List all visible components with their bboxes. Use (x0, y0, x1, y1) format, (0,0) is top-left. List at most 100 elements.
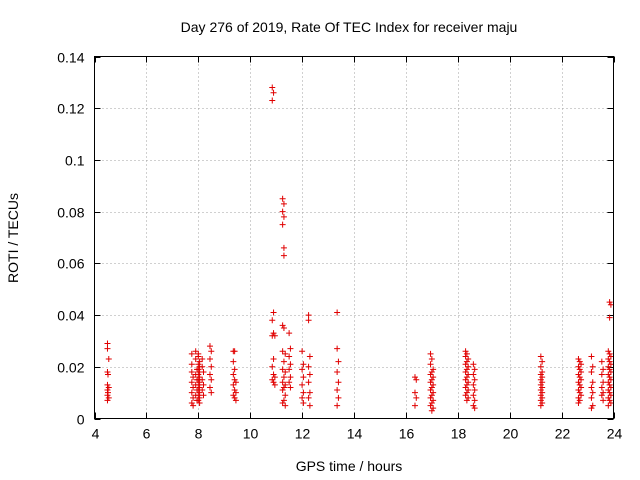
data-point (231, 387, 238, 394)
y-tick-label: 0.02 (57, 360, 84, 376)
data-point (105, 356, 112, 363)
data-point (270, 330, 277, 337)
data-point (427, 379, 434, 386)
data-point (279, 379, 286, 386)
data-point (462, 353, 469, 360)
y-tick-label: 0.08 (57, 205, 84, 221)
data-point (231, 376, 238, 383)
data-point (195, 361, 202, 368)
data-point (287, 345, 294, 352)
data-point (537, 353, 544, 360)
data-point (104, 381, 111, 388)
data-point (279, 399, 286, 406)
data-point (463, 381, 470, 388)
data-point (605, 394, 612, 401)
data-point (463, 366, 470, 373)
data-point (470, 381, 477, 388)
data-point (427, 394, 434, 401)
data-point (606, 381, 613, 388)
data-point (104, 368, 111, 375)
data-point (427, 387, 434, 394)
data-point (279, 322, 286, 329)
data-point (605, 387, 612, 394)
data-point (188, 399, 195, 406)
data-point (199, 376, 206, 383)
data-point (200, 392, 207, 399)
data-point (282, 381, 289, 388)
data-point (589, 363, 596, 370)
data-point (428, 407, 435, 414)
data-point (231, 366, 238, 373)
data-point (605, 402, 612, 409)
data-point (539, 384, 546, 391)
data-point (427, 371, 434, 378)
data-point (280, 325, 287, 331)
data-point (305, 363, 312, 370)
data-point (430, 366, 437, 373)
data-point (299, 381, 306, 388)
data-point (589, 379, 596, 386)
data-point (606, 397, 613, 404)
data-point (208, 376, 215, 383)
data-point (305, 317, 312, 324)
y-tick-label: 0 (77, 412, 85, 428)
data-point (280, 384, 287, 391)
data-point (465, 387, 472, 394)
data-point (282, 350, 289, 357)
data-point (305, 312, 312, 319)
data-point (188, 361, 195, 368)
data-point (539, 394, 546, 401)
data-point (196, 384, 203, 391)
data-point (537, 397, 544, 404)
data-point (607, 399, 614, 406)
data-point (575, 394, 582, 401)
data-point (195, 366, 202, 373)
data-point (589, 402, 596, 409)
data-point (430, 389, 437, 396)
data-point (605, 348, 612, 355)
data-point (206, 343, 213, 350)
data-point (188, 379, 195, 386)
data-point (537, 392, 544, 399)
data-point (463, 389, 470, 396)
data-point (104, 371, 111, 378)
data-point (190, 374, 197, 381)
data-point (537, 371, 544, 378)
data-point (299, 394, 306, 401)
data-point (606, 389, 613, 396)
data-point (280, 200, 287, 207)
data-point (471, 376, 478, 383)
data-point (300, 399, 307, 406)
data-point (269, 317, 276, 324)
data-point (230, 392, 237, 399)
data-point (200, 381, 207, 388)
data-point (104, 340, 111, 347)
axis-ticks (94, 56, 615, 420)
x-tick-label: 14 (347, 426, 363, 442)
data-point (195, 392, 202, 399)
data-point (196, 358, 203, 365)
data-point (606, 366, 613, 373)
data-point (206, 384, 213, 391)
data-point (269, 363, 276, 370)
data-point (470, 361, 477, 368)
data-point (470, 402, 477, 409)
data-point (600, 366, 607, 373)
data-point (539, 379, 546, 386)
data-point (196, 389, 203, 396)
x-tick-label: 12 (295, 426, 311, 442)
y-tick-label: 0.06 (57, 256, 84, 272)
data-point (232, 397, 239, 404)
data-point (188, 350, 195, 357)
data-point (598, 358, 605, 365)
data-point (463, 374, 470, 381)
data-point (196, 399, 203, 406)
data-point (287, 374, 294, 381)
data-point (195, 371, 202, 378)
data-point (232, 379, 239, 386)
data-point (287, 384, 294, 391)
data-point (411, 402, 418, 409)
data-point (299, 366, 306, 373)
data-point (105, 384, 112, 391)
data-point (188, 368, 195, 375)
